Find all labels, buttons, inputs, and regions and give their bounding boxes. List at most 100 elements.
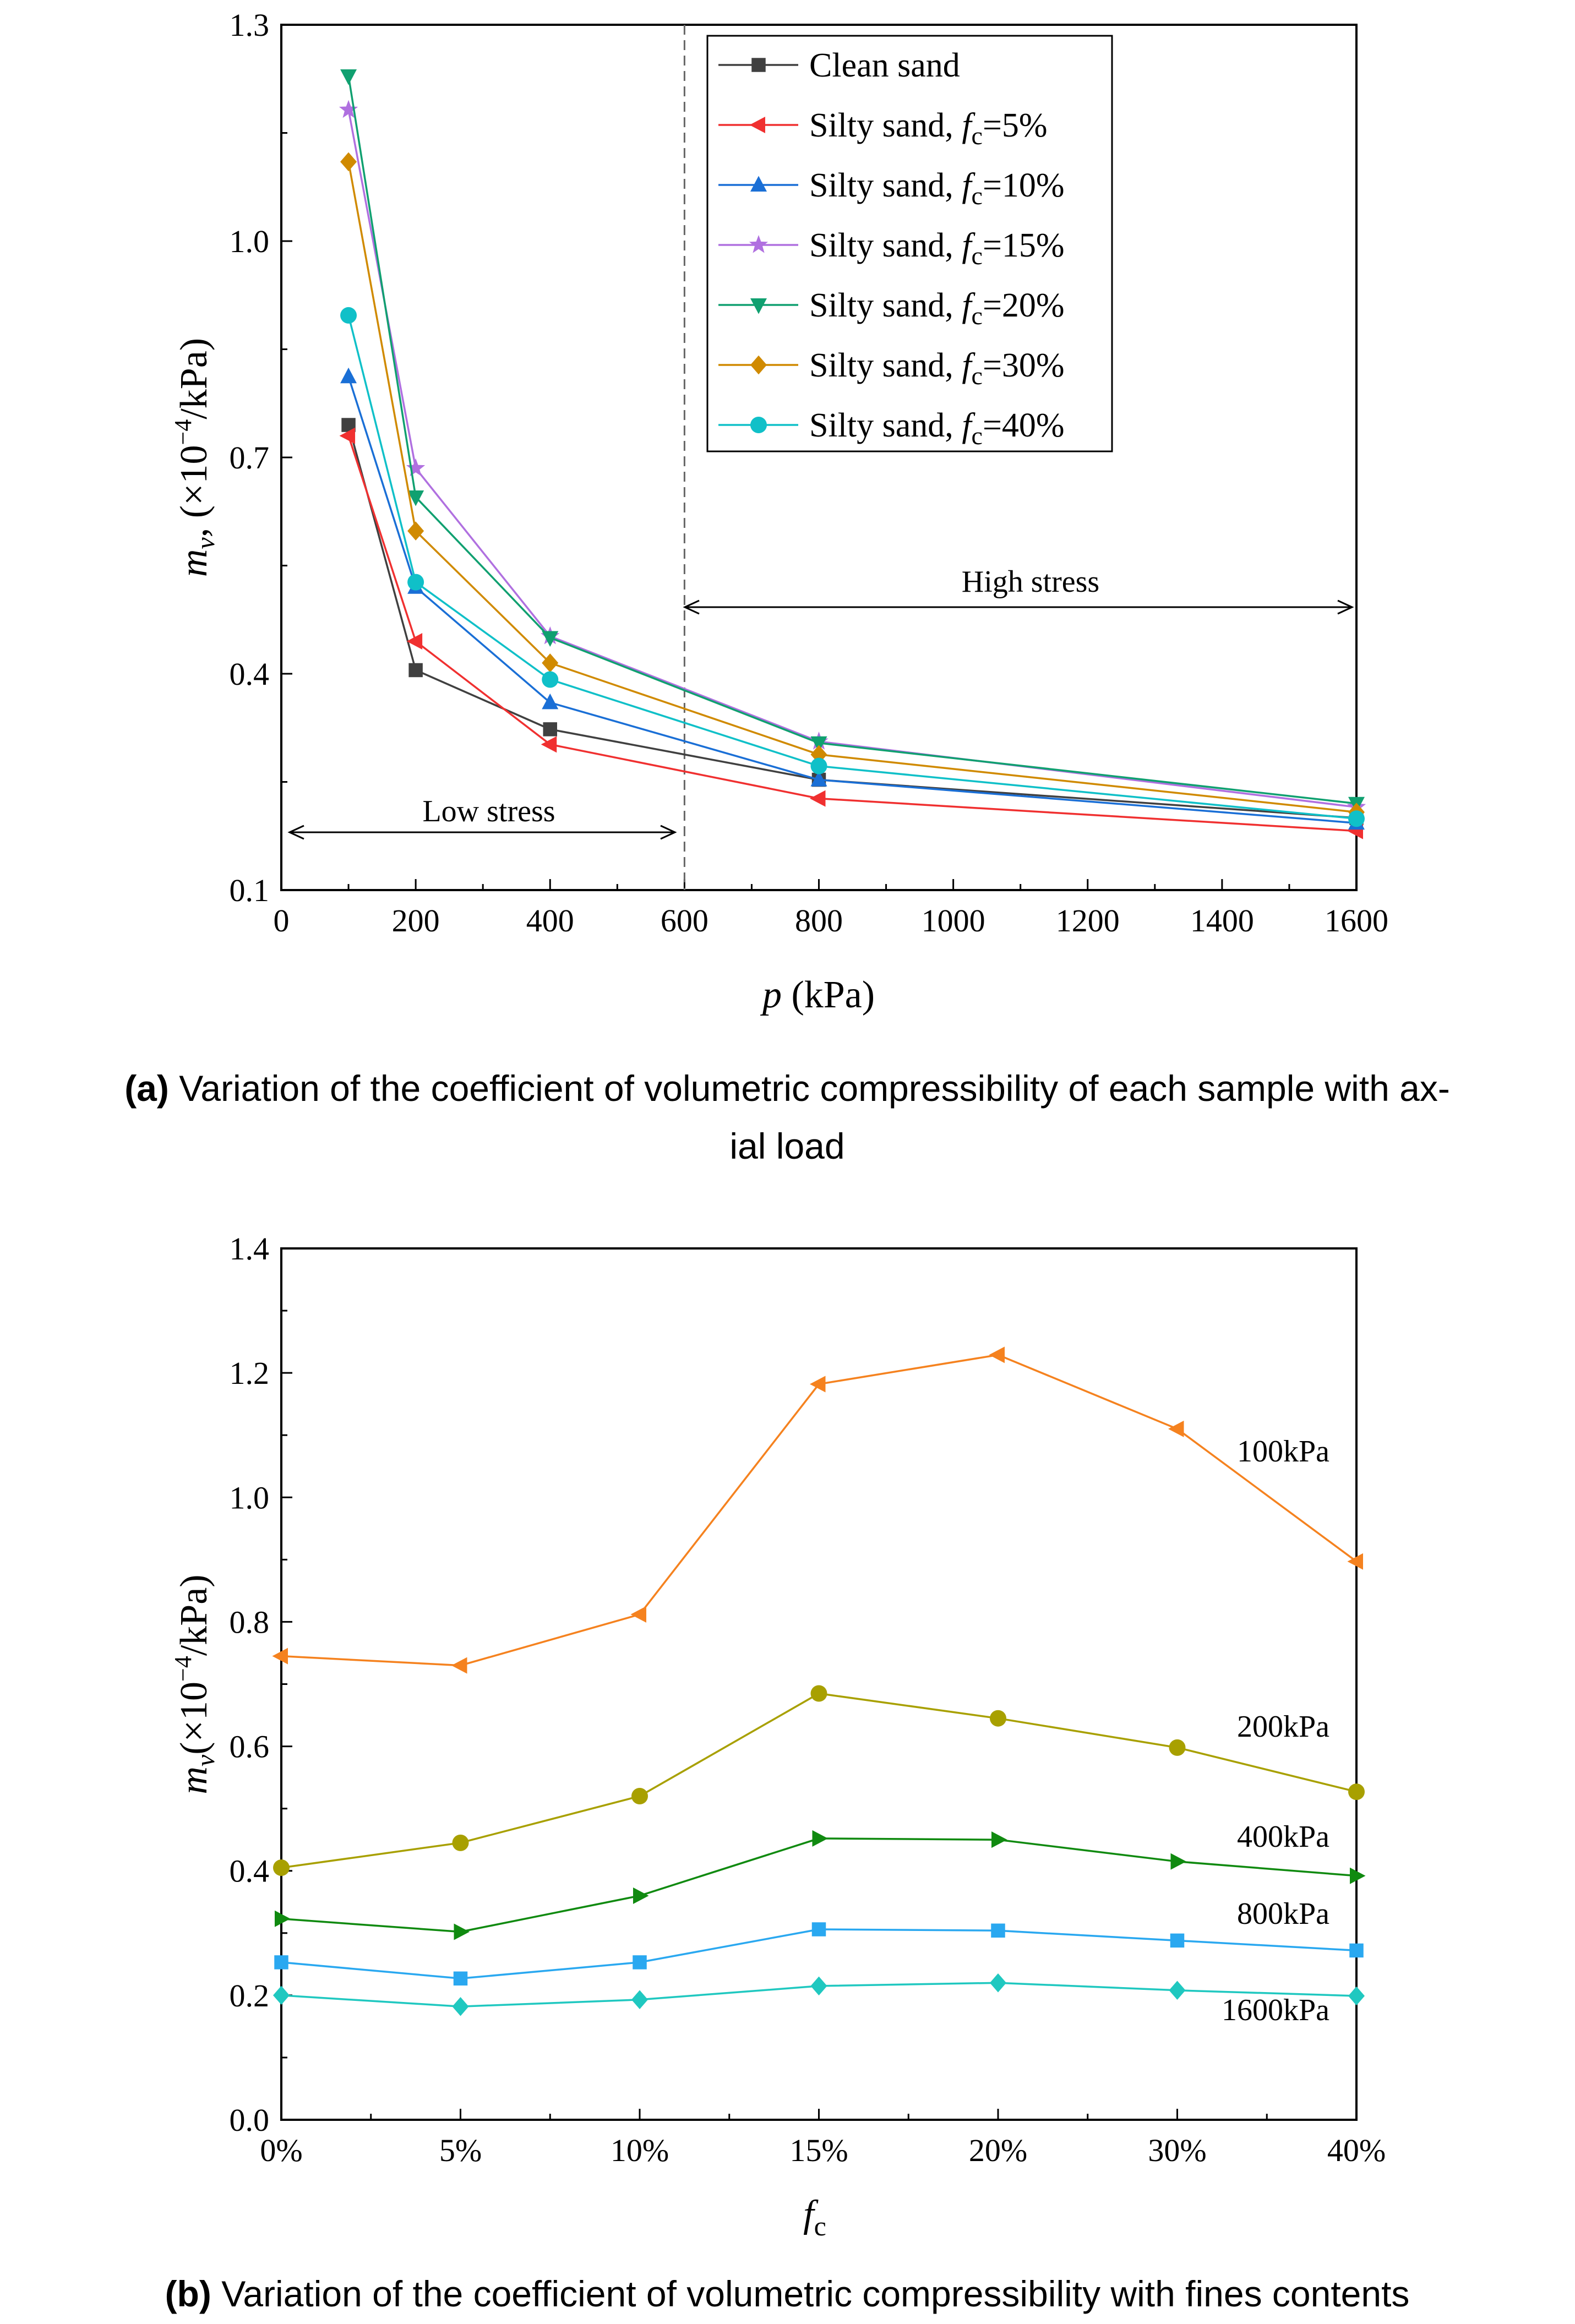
chart-a-x-tick-label: 200 [392,903,440,939]
chart-b-data-point [633,1887,649,1904]
chart-a-data-point [340,152,357,172]
chart-a-data-point [541,736,557,753]
chart-a-y-tick-label: 0.1 [230,872,270,908]
chart-b-data-point [810,1685,827,1702]
chart-a-y-tick-label: 0.4 [230,656,270,692]
chart-b-series-line [281,1837,1357,1933]
chart-a-caption-line2: ial load [729,1126,844,1166]
chart-b-x-tick-label: 40% [1327,2132,1386,2168]
chart-b-y-tick-label: 1.0 [230,1480,270,1515]
chart-b-y-tick-label: 1.4 [230,1231,270,1267]
chart-b-data-point [631,1788,648,1805]
chart-a-low-stress-arrow [287,825,677,840]
chart-b-series-label: 100kPa [1237,1434,1329,1469]
chart-b-data-point [810,1376,826,1393]
chart-b-x-ticks: 0% 5% 10% 15% 20% 30% 40% [260,2109,1386,2168]
chart-a-legend-marker [749,235,769,253]
chart-a-x-tick-label: 1600 [1325,903,1388,939]
chart-a-data-point [339,100,358,118]
chart-b-data-point [990,1710,1006,1727]
chart-a-legend-label: Silty sand, fc=15% [809,227,1065,270]
chart-b-y-tick-label: 0.6 [230,1729,270,1765]
chart-b-data-point [1169,1981,1186,2000]
chart-a-data-point [406,633,423,650]
chart-a-data-point [542,693,559,710]
chart-a-data-point [810,757,827,774]
chart-a-y-tick-label: 0.7 [230,440,270,476]
chart-a-legend-label: Silty sand, fc=40% [809,407,1065,450]
chart-b-series-line [281,1928,1357,1980]
chart-b-data-point [452,1996,469,2016]
chart-a: 0 200 400 600 800 1000 1200 1400 1600 0.1 0.4 0.7 1… [124,7,1450,1166]
chart-a-data-point [1348,810,1365,827]
chart-a-legend-marker [749,117,765,133]
chart-b-data-point [989,1346,1005,1363]
chart-b-y-tick-label: 0.4 [230,1853,270,1889]
chart-b-data-point [810,1976,827,1996]
chart-b-data-point [454,1923,470,1940]
chart-b-y-axis-label: mv(×10−4/kPa) [170,1574,220,1794]
chart-a-x-tick-label: 800 [795,903,843,939]
chart-b-data-point [990,1973,1006,1993]
chart-a-high-stress-arrow [683,599,1354,615]
chart-b-series-line [281,1354,1358,1667]
chart-b-y-tick-label: 0.8 [230,1604,270,1640]
chart-b: 0% 5% 10% 15% 20% 30% 40% 0.0 0.2 0.4 0.6 0.8 1.0 1.… [165,1231,1410,2314]
chart-a-data-point [339,427,356,444]
chart-b-data-point [991,1923,1005,1938]
chart-a-data-point [810,771,827,787]
chart-a-y-tick-label: 1.0 [230,223,270,259]
chart-a-caption-line1: (a) Variation of the coefficient of volu… [124,1068,1450,1109]
chart-b-data-point [273,1859,290,1876]
chart-a-y-axis-label: mv, (×10−4/kPa) [170,338,220,577]
chart-a-y-ticks: 0.1 0.4 0.7 1.0 1.3 [230,7,292,908]
chart-b-data-point [1169,1739,1186,1756]
chart-b-x-axis-label: fc [803,2193,826,2241]
chart-a-x-tick-label: 1400 [1190,903,1254,939]
chart-b-data-point [274,1955,288,1970]
chart-b-data-point [451,1657,467,1674]
chart-a-legend-marker [751,58,766,72]
chart-b-series-label: 1600kPa [1222,1993,1329,2027]
chart-b-data-point [1170,1933,1185,1948]
chart-b-data-point [812,1830,828,1847]
chart-a-data-point [340,307,357,324]
chart-a-data-point [340,367,357,384]
chart-a-data-point [542,653,559,673]
chart-b-x-tick-label: 0% [260,2132,302,2168]
chart-a-data-point [810,790,826,807]
chart-b-data-point [1350,1867,1366,1884]
chart-b-x-tick-label: 30% [1148,2132,1206,2168]
chart-a-data-point [543,722,557,737]
chart-b-y-tick-label: 0.0 [230,2102,270,2138]
chart-b-data-point [453,1971,468,1986]
chart-a-legend-marker [750,298,767,314]
chart-a-data-point [542,671,559,688]
chart-a-legend-label: Silty sand, fc=10% [809,167,1065,210]
chart-a-legend-label: Silty sand, fc=5% [809,107,1048,150]
chart-b-data-point [452,1834,469,1851]
chart-b-data-point [273,1985,290,2005]
chart-a-data-point [542,631,559,647]
chart-a-x-tick-label: 600 [661,903,709,939]
chart-a-data-point [340,69,357,85]
chart-b-data-point [991,1831,1007,1848]
chart-b-series-label: 200kPa [1237,1710,1329,1744]
chart-a-series-group [339,69,1366,839]
chart-a-y-tick-label: 1.3 [230,7,270,43]
chart-b-data-point [1348,1986,1365,2006]
chart-b-data-point [633,1955,647,1970]
chart-b-y-tick-label: 1.2 [230,1355,270,1391]
chart-b-x-tick-label: 20% [969,2132,1027,2168]
chart-b-data-point [1170,1853,1186,1870]
chart-a-legend-marker [750,355,767,375]
chart-a-data-point [408,663,423,678]
chart-a-series-line [347,435,1357,832]
chart-a-legend-label: Clean sand [809,47,960,84]
chart-b-series-group: 100kPa 200kPa 400kPa 800kPa 1600kPa [272,1346,1366,2027]
chart-a-x-ticks: 0 200 400 600 800 1000 1200 1400 1600 [274,879,1388,939]
chart-a-legend-label: Silty sand, fc=20% [809,287,1065,330]
chart-b-x-tick-label: 10% [611,2132,669,2168]
chart-a-data-point [406,458,426,477]
